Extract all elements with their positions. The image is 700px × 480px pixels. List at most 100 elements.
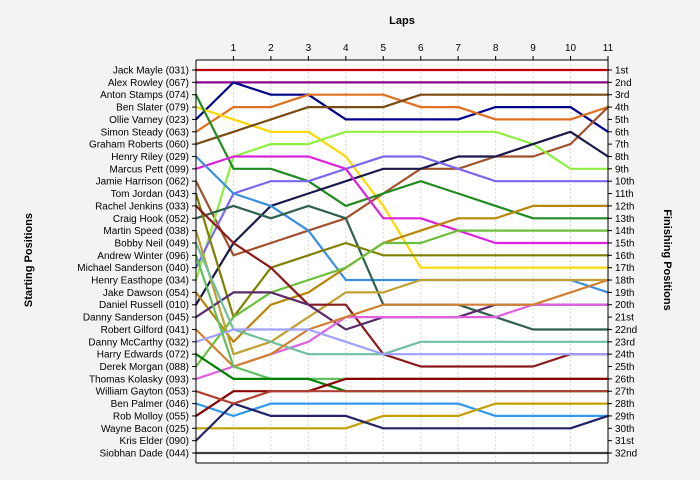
driver-label: Craig Hook (052) <box>113 214 189 225</box>
position-label: 30th <box>615 424 634 435</box>
series-line-11 <box>194 155 610 269</box>
position-label: 23rd <box>615 337 635 348</box>
driver-label: Jake Dawson (054) <box>103 288 189 299</box>
position-label: 28th <box>615 399 634 410</box>
driver-label: Henry Easthope (034) <box>91 276 189 287</box>
axes <box>192 56 612 464</box>
y-axis-title-left: Starting Positions <box>23 213 35 307</box>
driver-label: Henry Riley (029) <box>111 152 189 163</box>
series-line-28 <box>194 402 610 430</box>
driver-label: Kris Elder (090) <box>120 436 189 447</box>
position-label: 21st <box>615 313 634 324</box>
position-label: 13th <box>615 214 634 225</box>
series-line-29 <box>194 402 610 442</box>
series-line-8 <box>194 130 610 282</box>
driver-label: Harry Edwards (072) <box>97 350 189 361</box>
position-label: 18th <box>615 276 634 287</box>
position-label: 17th <box>615 263 634 274</box>
driver-label: Rob Molloy (055) <box>113 411 189 422</box>
position-label: 8th <box>615 152 629 163</box>
driver-label: Graham Roberts (060) <box>89 140 189 151</box>
driver-label: Bobby Neil (049) <box>115 238 189 249</box>
series-line-18 <box>194 229 610 356</box>
position-label: 10th <box>615 177 634 188</box>
series-line-15 <box>194 204 610 343</box>
position-label: 5th <box>615 115 629 126</box>
x-tick-label: 4 <box>343 43 349 54</box>
position-label: 3rd <box>615 90 629 101</box>
series-line-24 <box>194 328 610 356</box>
driver-label: Martin Speed (038) <box>103 226 189 237</box>
driver-label: William Gayton (053) <box>96 387 189 398</box>
position-label: 12th <box>615 201 634 212</box>
driver-label: Danny Sanderson (045) <box>83 313 189 324</box>
position-label: 22nd <box>615 325 637 336</box>
x-tick-label: 2 <box>268 43 274 54</box>
series-line-10 <box>194 130 610 306</box>
position-label: 31st <box>615 436 634 447</box>
position-label: 25th <box>615 362 634 373</box>
driver-label: Siobhan Dade (044) <box>99 449 189 460</box>
position-label: 15th <box>615 238 634 249</box>
series-line-19 <box>194 204 610 368</box>
x-tick-label: 10 <box>565 43 577 54</box>
position-label: 7th <box>615 140 629 151</box>
position-label: 32nd <box>615 449 637 460</box>
position-label: 2nd <box>615 78 632 89</box>
driver-label: Alex Rowley (067) <box>108 78 189 89</box>
position-label: 24th <box>615 350 634 361</box>
labels: 1 2 3 4 5 6 7 8 9 10 11 Jack Mayle (031)Alex Rowley… <box>77 43 637 460</box>
driver-label: Daniel Russell (010) <box>99 300 189 311</box>
series-line-16 <box>194 192 610 319</box>
driver-label: Robert Gilford (041) <box>101 325 189 336</box>
position-label: 14th <box>615 226 634 237</box>
position-label: 9th <box>615 164 629 175</box>
driver-label: Marcus Pett (099) <box>110 164 189 175</box>
position-label: 20th <box>615 300 634 311</box>
y-axis-title-right: Finishing Positions <box>661 209 673 310</box>
x-tick-label: 3 <box>306 43 312 54</box>
driver-label: Derek Morgan (088) <box>100 362 189 373</box>
driver-label: Tom Jordan (043) <box>111 189 189 200</box>
x-tick-label: 6 <box>418 43 424 54</box>
series-line-30 <box>194 377 610 417</box>
plot-area <box>196 60 608 463</box>
driver-label: Andrew Winter (096) <box>97 251 189 262</box>
driver-label: Ollie Varney (023) <box>109 115 189 126</box>
series-line-3 <box>194 81 610 133</box>
position-label: 4th <box>615 103 629 114</box>
position-label: 1st <box>615 66 629 77</box>
series-line-9 <box>194 93 610 220</box>
x-axis-title: Laps <box>389 15 415 27</box>
position-label: 29th <box>615 411 634 422</box>
driver-label: Ben Slater (079) <box>116 103 189 114</box>
driver-label: Ben Palmer (046) <box>111 399 189 410</box>
x-tick-label: 5 <box>380 43 386 54</box>
driver-label: Danny McCarthy (032) <box>88 337 189 348</box>
position-label: 19th <box>615 288 634 299</box>
driver-label: Michael Sanderson (040) <box>77 263 189 274</box>
driver-label: Simon Steady (063) <box>101 127 189 138</box>
series-line-22 <box>194 241 610 356</box>
series-line-7 <box>194 105 610 257</box>
position-label: 26th <box>615 374 634 385</box>
series-lines <box>194 68 610 455</box>
position-label: 16th <box>615 251 634 262</box>
x-tick-label: 9 <box>530 43 536 54</box>
series-line-23 <box>194 278 610 368</box>
series-line-31 <box>194 390 610 405</box>
position-label: 11th <box>615 189 634 200</box>
series-line-6 <box>194 93 610 146</box>
series-line-17 <box>194 229 610 368</box>
driver-label: Jack Mayle (031) <box>113 66 189 77</box>
driver-label: Wayne Bacon (025) <box>101 424 189 435</box>
x-tick-label: 7 <box>455 43 461 54</box>
driver-label: Jamie Harrison (062) <box>96 177 189 188</box>
x-tick-label: 8 <box>493 43 499 54</box>
position-label: 27th <box>615 387 634 398</box>
driver-label: Rachel Jenkins (033) <box>95 201 189 212</box>
driver-label: Anton Stamps (074) <box>100 90 189 101</box>
driver-label: Thomas Kolasky (093) <box>89 374 189 385</box>
x-tick-label: 11 <box>603 43 614 54</box>
